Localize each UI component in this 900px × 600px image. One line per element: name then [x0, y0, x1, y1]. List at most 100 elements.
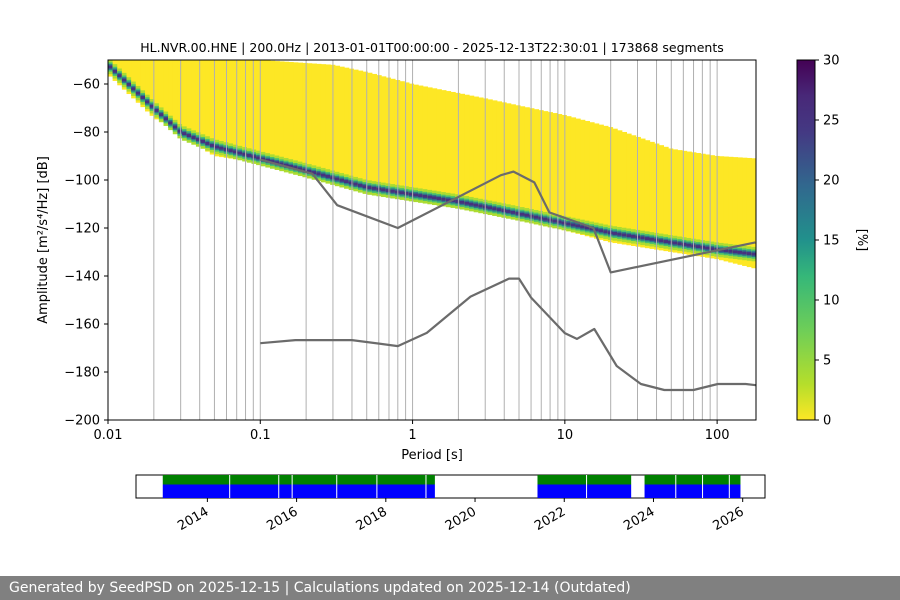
- density-cell: [478, 204, 484, 208]
- density-cell: [519, 106, 526, 222]
- density-cell: [334, 65, 341, 183]
- density-cell: [195, 60, 202, 146]
- density-cell: [649, 237, 655, 241]
- density-cell: [297, 167, 303, 171]
- density-cell: [487, 99, 493, 214]
- availability-bars: [162, 475, 741, 498]
- density-cell: [677, 150, 683, 254]
- density-cell: [209, 60, 216, 155]
- density-cell: [362, 71, 368, 190]
- density-cell: [186, 60, 192, 140]
- density-cell: [256, 156, 262, 160]
- density-cell: [552, 219, 558, 223]
- density-cell: [695, 245, 702, 249]
- density-cell: [640, 138, 646, 248]
- density-cell: [681, 150, 688, 255]
- grid-lines: [108, 60, 718, 420]
- density-cell: [135, 91, 141, 95]
- density-cell: [566, 222, 572, 226]
- density-cell: [737, 250, 743, 254]
- y-tick-label: −200: [64, 414, 100, 429]
- density-cell: [529, 214, 535, 218]
- density-cell: [367, 72, 373, 191]
- density-cell: [496, 101, 503, 217]
- density-cell: [232, 150, 239, 154]
- density-cell: [339, 178, 345, 182]
- availability-segment-top: [537, 475, 632, 485]
- density-cell: [668, 240, 674, 244]
- density-cell: [182, 132, 188, 136]
- density-cell: [681, 242, 688, 246]
- density-cell: [496, 208, 503, 212]
- density-cell: [242, 60, 248, 161]
- density-cell: [399, 81, 405, 197]
- density-cell: [381, 188, 387, 192]
- density-cell: [705, 246, 711, 250]
- density-cell: [404, 82, 410, 198]
- timeline-tick-label: 2018: [354, 504, 390, 534]
- density-cell: [631, 234, 637, 238]
- density-cell: [432, 88, 438, 203]
- density-cell: [108, 65, 114, 69]
- density-cell: [728, 156, 734, 263]
- density-cell: [732, 250, 739, 254]
- density-cell: [644, 237, 651, 241]
- density-cell: [492, 207, 498, 211]
- density-cell: [260, 60, 266, 164]
- density-cell: [455, 92, 461, 207]
- density-cell: [533, 109, 540, 225]
- density-cell: [441, 90, 447, 205]
- density-cell: [635, 235, 641, 239]
- density-cell: [260, 157, 266, 161]
- density-cell: [362, 185, 368, 189]
- density-cell: [515, 211, 521, 215]
- density-cell: [561, 221, 567, 225]
- density-cell: [191, 136, 197, 139]
- density-cell: [635, 136, 641, 247]
- density-cell: [191, 60, 197, 143]
- density-cell: [580, 225, 586, 229]
- y-tick-label: −160: [64, 318, 100, 333]
- density-cell: [154, 109, 160, 112]
- density-cell: [145, 60, 151, 112]
- density-cell: [422, 194, 428, 198]
- density-cell: [232, 60, 239, 160]
- density-cell: [117, 74, 123, 78]
- density-cell: [246, 154, 253, 157]
- density-cell: [200, 60, 206, 149]
- density-cell: [283, 61, 290, 170]
- density-cell: [385, 77, 391, 195]
- density-cell: [626, 234, 632, 238]
- density-cell: [705, 154, 711, 258]
- x-tick-label: 100: [705, 428, 730, 443]
- density-cell: [570, 223, 577, 227]
- density-cell: [205, 60, 211, 152]
- density-cell: [543, 217, 549, 221]
- density-cell: [515, 105, 521, 221]
- density-cell: [302, 168, 308, 172]
- density-cell: [149, 60, 155, 116]
- density-cell: [418, 194, 424, 198]
- density-cell: [672, 149, 678, 253]
- density-cell: [436, 197, 442, 200]
- density-cell: [459, 200, 465, 204]
- density-cell: [320, 173, 327, 177]
- density-cell: [112, 69, 118, 73]
- density-cell: [700, 245, 706, 249]
- density-cell: [524, 213, 530, 217]
- availability-segment-top: [162, 475, 435, 485]
- density-cell: [237, 151, 243, 155]
- density-cell: [145, 100, 151, 104]
- y-tick-label: −180: [64, 366, 100, 381]
- density-cell: [182, 60, 188, 137]
- density-cell: [256, 60, 262, 163]
- density-cell: [644, 140, 651, 249]
- colorbar: 0 5 10 15 20 25 30 [%]: [796, 54, 869, 429]
- availability-segment-top: [644, 475, 741, 485]
- reference-curve-nhnm: [260, 158, 756, 274]
- density-cell: [478, 97, 484, 212]
- density-cell: [746, 252, 752, 255]
- density-cell: [158, 60, 165, 123]
- density-cell: [510, 104, 516, 220]
- density-cell: [469, 95, 475, 210]
